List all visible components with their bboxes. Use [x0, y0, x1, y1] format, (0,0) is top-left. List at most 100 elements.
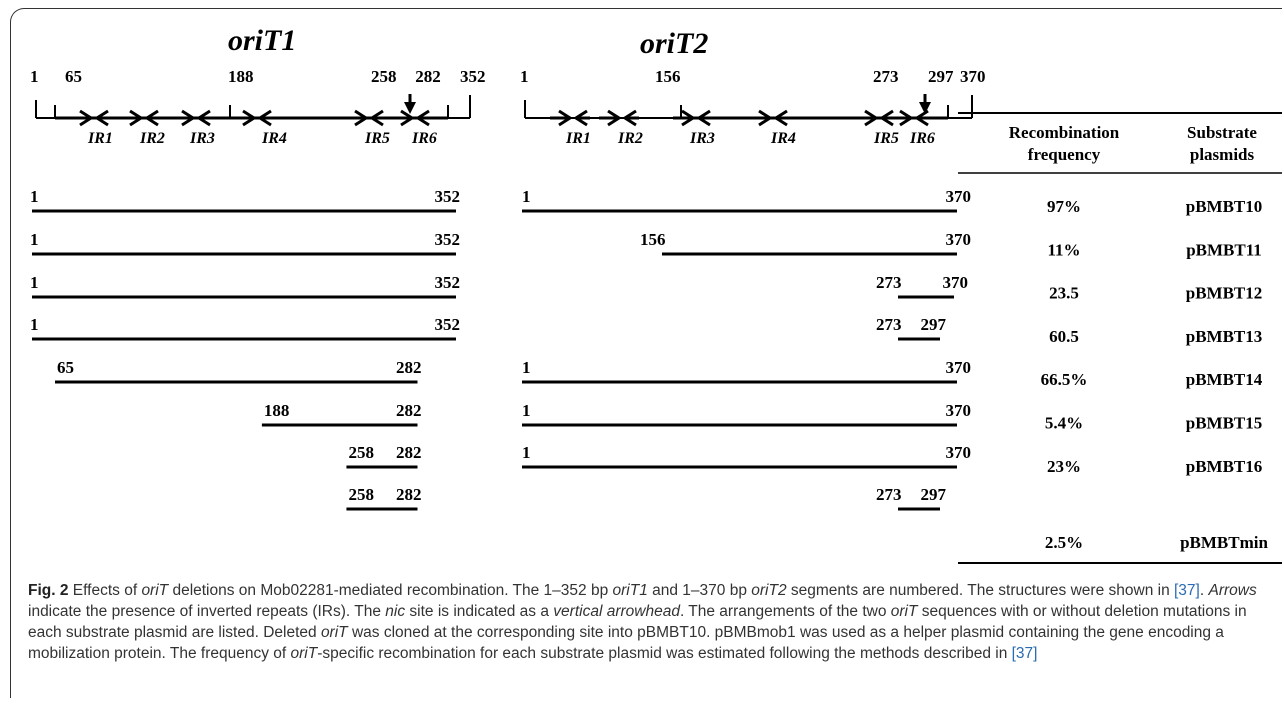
header-plasmids-line1: Substrate [1187, 123, 1257, 142]
ori2-ir-left-head [622, 109, 637, 127]
ori1-ir-left-head [369, 109, 384, 127]
ori1-position-label: 258 [371, 67, 397, 86]
ori2-ir-label: IR4 [770, 130, 796, 147]
ori1-ir-label: IR5 [364, 130, 390, 147]
orit2-end-label: 297 [921, 315, 947, 334]
recombination-frequency-cell: 66.5% [1041, 370, 1088, 389]
ori1-ir-right-head [79, 109, 94, 127]
orit2-start-label: 1 [522, 443, 531, 462]
ori1-position-label: 352 [460, 67, 486, 86]
caption-text: sequences with or without deletion mutat… [28, 603, 1247, 641]
caption-text: deletions on Mob02281-mediated recombina… [168, 582, 613, 599]
orit2-start-label: 273 [876, 485, 902, 504]
caption-italic: vertical arrowhead [553, 603, 680, 620]
ori2-ir-right-head [607, 109, 622, 127]
orit1-end-label: 352 [435, 187, 461, 206]
orit2-title: oriT2 [640, 27, 708, 60]
orit1-start-label: 1 [30, 187, 39, 206]
orit1-start-label: 65 [57, 358, 74, 377]
caption-text: -specific recombination for each substra… [317, 645, 1012, 662]
orit1-start-label: 1 [30, 315, 39, 334]
substrate-plasmid-cell: pBMBT14 [1186, 370, 1263, 389]
substrate-plasmid-cell: pBMBT15 [1186, 414, 1263, 433]
ori1-ir-right-head [242, 109, 257, 127]
orit-structure-maps: oriT1 oriT2 1 65 188 258 282 352 IR1 IR2 IR3 IR4 I… [30, 24, 986, 147]
caption-text: site is indicated as a [405, 603, 554, 620]
orit1-end-label: 282 [396, 401, 422, 420]
recombination-frequency-cell: 23.5 [1049, 284, 1079, 303]
caption-italic: oriT [141, 582, 169, 599]
ori1-ir-label: IR6 [411, 130, 437, 147]
ori2-ir-right-head [864, 109, 879, 127]
caption-text: . [1199, 582, 1209, 599]
orit2-start-label: 273 [876, 315, 902, 334]
orit1-end-label: 282 [396, 485, 422, 504]
caption-italic: nic [385, 603, 406, 620]
substrate-plasmid-cell: pBMBT12 [1186, 284, 1263, 303]
ori1-ir-label: IR1 [87, 130, 113, 147]
ori2-ir-left-head [879, 109, 894, 127]
ori2-ir-label: IR3 [689, 130, 715, 147]
ori2-ir-label: IR1 [565, 130, 591, 147]
caption-text: segments are numbered. The structures we… [786, 582, 1174, 599]
ori1-ir-right-head [181, 109, 196, 127]
ori2-ir-right-head [758, 109, 773, 127]
orit2-start-label: 1 [522, 401, 531, 420]
orit1-start-label: 1 [30, 273, 39, 292]
ori2-ir-label: IR2 [617, 130, 643, 147]
ori1-position-label: 65 [65, 67, 82, 86]
orit1-end-label: 352 [435, 273, 461, 292]
ori2-position-label: 1 [520, 67, 529, 86]
figure-frame [10, 8, 1282, 698]
orit1-end-label: 282 [396, 358, 422, 377]
orit2-end-label: 370 [946, 443, 972, 462]
substrate-plasmid-cell: pBMBT10 [1186, 197, 1263, 216]
ori1-ir-right-head [129, 109, 144, 127]
orit1-start-label: 258 [348, 443, 374, 462]
caption-italic: oriT2 [751, 582, 787, 599]
orit2-end-label: 297 [921, 485, 947, 504]
ori2-position-label: 273 [873, 67, 899, 86]
table-header: Recombination frequency Substrate plasmi… [958, 112, 1282, 564]
ori2-ir-right-head [681, 109, 696, 127]
ori2-ir-left-head [696, 109, 711, 127]
substrate-plasmid-cell: pBMBTmin [1180, 533, 1268, 552]
substrate-plasmid-cell: pBMBT16 [1186, 457, 1263, 476]
ori1-ir-left-head [257, 109, 272, 127]
caption-text: indicate the presence of inverted repeat… [28, 603, 386, 620]
substrate-plasmid-cell: pBMBT13 [1186, 327, 1263, 346]
caption-text: was cloned at the corresponding site int… [28, 624, 1224, 662]
figure-label: Fig. 2 [28, 582, 69, 599]
orit1-start-label: 1 [30, 230, 39, 249]
orit2-end-label: 370 [946, 230, 972, 249]
ori2-nic-arrowhead [919, 102, 931, 114]
ori2-ir-right-head [558, 109, 573, 127]
ori1-ir-label: IR4 [261, 130, 287, 147]
citation-link[interactable]: [37] [1011, 645, 1038, 662]
ori2-ir-label: IR5 [873, 130, 899, 147]
orit1-start-label: 258 [348, 485, 374, 504]
recombination-frequency-cell: 60.5 [1049, 327, 1079, 346]
table-rows: 1 352 1 370 97% pBMBT10 1 352 156 370 11% pBMBT11 1 3… [30, 187, 1268, 552]
recombination-frequency-cell: 2.5% [1045, 533, 1083, 552]
ori1-ir-label: IR2 [139, 130, 165, 147]
ori1-ir-left-head [94, 109, 109, 127]
orit2-start-label: 1 [522, 187, 531, 206]
substrate-plasmid-cell: pBMBT11 [1186, 240, 1262, 259]
caption-text: . The arrangements of the two [679, 603, 891, 620]
orit2-start-label: 156 [640, 230, 666, 249]
caption-italic: oriT [890, 603, 918, 620]
orit1-end-label: 352 [435, 315, 461, 334]
ori1-position-label: 1 [30, 67, 39, 86]
ori1-position-label: 188 [228, 67, 254, 86]
ori2-position-label: 156 [655, 67, 681, 86]
orit2-end-label: 370 [946, 187, 972, 206]
ori1-ir-left-head [144, 109, 159, 127]
ori2-ir-left-head [914, 109, 929, 127]
orit2-end-label: 370 [943, 273, 969, 292]
caption-text: Effects of [68, 582, 142, 599]
ori2-position-label: 297 [928, 67, 954, 86]
ori2-ir-left-head [773, 109, 788, 127]
caption-italic: Arrows [1208, 582, 1257, 599]
citation-link[interactable]: [37] [1174, 582, 1200, 599]
